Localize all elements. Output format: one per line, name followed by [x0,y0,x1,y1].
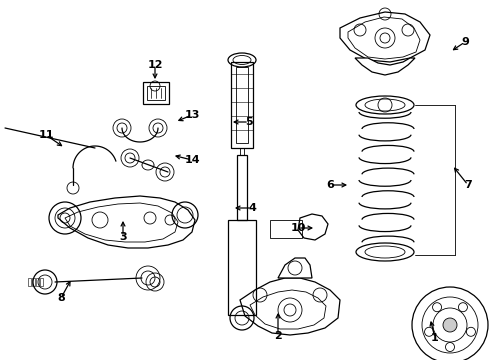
Polygon shape [65,203,178,242]
Text: 9: 9 [461,37,469,47]
Text: 6: 6 [326,180,334,190]
Polygon shape [58,196,195,248]
Bar [28,278,31,286]
Bar [237,155,247,220]
Text: 7: 7 [464,180,472,190]
Text: 11: 11 [38,130,54,140]
Text: 14: 14 [184,155,200,165]
Text: 3: 3 [119,232,127,242]
Bar [40,278,43,286]
Polygon shape [250,290,326,329]
Circle shape [443,318,457,332]
Polygon shape [240,278,340,335]
Bar [147,86,165,100]
Polygon shape [348,17,420,59]
Bar [36,278,39,286]
Bar [236,67,248,143]
Bar [270,220,302,238]
Bar [32,278,35,286]
Text: 13: 13 [184,110,200,120]
Text: 10: 10 [290,223,306,233]
Text: 8: 8 [57,293,65,303]
Polygon shape [298,214,328,240]
Text: 12: 12 [147,60,163,70]
Text: 2: 2 [274,331,282,341]
Polygon shape [278,258,312,278]
Bar [228,220,256,315]
Bar [231,62,253,148]
Polygon shape [340,12,430,62]
Bar [240,148,244,155]
Text: 4: 4 [248,203,256,213]
Bar [143,82,169,104]
Polygon shape [355,58,415,75]
Text: 5: 5 [245,117,253,127]
Text: 1: 1 [431,333,439,343]
